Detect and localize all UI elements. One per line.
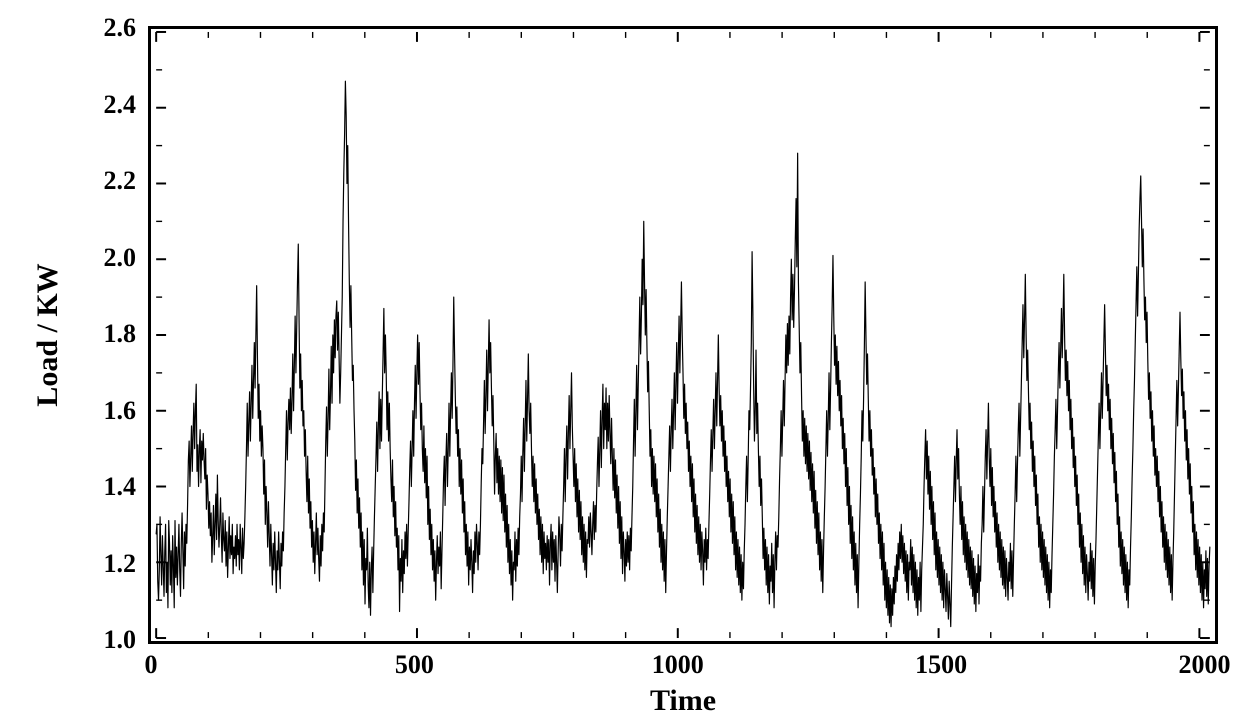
x-tick-label: 2000 xyxy=(1144,650,1240,680)
load-series-line xyxy=(156,81,1210,626)
figure-root: Load / KW Time 1.01.21.41.61.82.02.22.42… xyxy=(0,0,1240,724)
y-tick-label: 1.8 xyxy=(66,319,136,349)
y-tick-label: 2.0 xyxy=(66,243,136,273)
y-tick-label: 2.2 xyxy=(66,166,136,196)
y-tick-label: 2.4 xyxy=(66,90,136,120)
y-tick-label: 2.6 xyxy=(66,13,136,43)
y-tick-label: 1.6 xyxy=(66,396,136,426)
x-axis-label: Time xyxy=(650,684,716,718)
x-tick-label: 1500 xyxy=(881,650,1001,680)
plot-svg xyxy=(151,29,1215,641)
x-tick-label: 1000 xyxy=(618,650,738,680)
y-tick-label: 1.2 xyxy=(66,549,136,579)
x-tick-label: 0 xyxy=(91,650,211,680)
x-tick-label: 500 xyxy=(354,650,474,680)
y-axis-label: Load / KW xyxy=(31,263,65,406)
y-tick-label: 1.4 xyxy=(66,472,136,502)
plot-area xyxy=(148,26,1218,644)
